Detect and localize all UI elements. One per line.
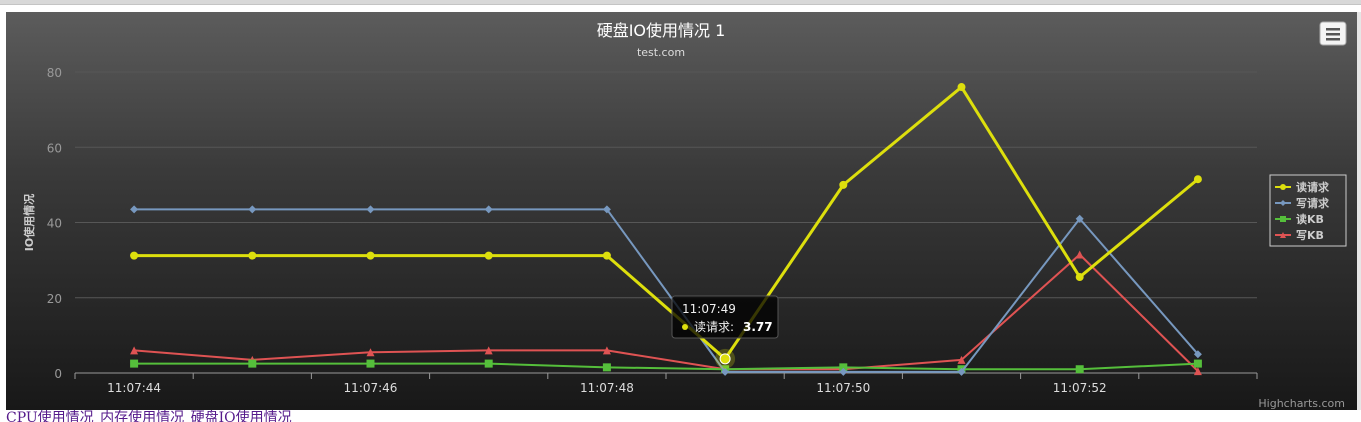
menu-icon: [1326, 38, 1340, 41]
legend-marker: [1280, 232, 1286, 238]
footer-nav: CPU使用情况 内存使用情况 硬盘IO使用情况: [6, 410, 294, 422]
data-point: [1075, 365, 1084, 374]
legend-item[interactable]: 写KB: [1296, 229, 1324, 242]
data-point: [366, 205, 375, 214]
tooltip-series-dot: [682, 324, 688, 330]
hover-point: [719, 353, 731, 365]
data-point: [602, 251, 611, 260]
series-line: [134, 362, 1198, 371]
chart-subtitle: test.com: [637, 46, 685, 59]
data-point: [839, 363, 848, 372]
y-tick-label: 40: [47, 217, 62, 231]
series-line: [134, 208, 1199, 373]
tooltip-label: 读请求:: [694, 320, 734, 334]
page-top-border: [0, 0, 1361, 5]
tooltip-box: [671, 295, 779, 339]
y-tick-label: 0: [54, 367, 62, 381]
data-point: [484, 251, 493, 260]
data-point: [130, 359, 139, 368]
legend-marker: [1280, 184, 1286, 190]
chart-title: 硬盘IO使用情况 1: [597, 21, 726, 40]
data-point: [366, 359, 375, 368]
menu-icon: [1326, 28, 1340, 31]
y-axis-title: IO使用情况: [22, 194, 36, 251]
data-point: [248, 359, 257, 368]
x-tick-label: 11:07:50: [816, 381, 870, 395]
line-chart: 0 20 40 60 80 11:07:44 11:07:46 11:07:48 11:07:5…: [22, 21, 1347, 410]
data-point: [248, 205, 257, 214]
chart-container: 0 20 40 60 80 11:07:44 11:07:46 11:07:48 11:07:5…: [6, 12, 1357, 410]
data-point: [1193, 175, 1202, 184]
data-point: [366, 348, 375, 357]
data-point: [1193, 367, 1202, 376]
data-point: [1193, 350, 1202, 359]
data-point: [957, 367, 966, 376]
scrollbar-edge[interactable]: [1357, 12, 1361, 410]
data-point: [130, 346, 139, 355]
x-tick-label: 11:07:52: [1053, 381, 1107, 395]
legend-box: [1269, 174, 1347, 247]
series-line: [134, 253, 1199, 372]
data-point: [721, 367, 730, 376]
series-line: [134, 85, 1199, 361]
link-disk-io-usage[interactable]: 硬盘IO使用情况: [190, 410, 292, 422]
data-point: [248, 251, 257, 260]
data-point: [1075, 273, 1084, 282]
legend-item[interactable]: 读KB: [1296, 212, 1324, 226]
data-point: [1193, 359, 1202, 368]
credits-link[interactable]: Highcharts.com: [1258, 397, 1345, 410]
y-tick-label: 80: [47, 66, 62, 80]
data-point: [484, 205, 493, 214]
data-point: [1075, 214, 1084, 223]
data-point: [602, 205, 611, 214]
link-memory-usage[interactable]: 内存使用情况: [100, 410, 185, 422]
x-tick-label: 11:07:44: [107, 381, 161, 395]
data-point: [484, 346, 493, 355]
data-point: [130, 205, 139, 214]
data-point: [602, 346, 611, 355]
legend-marker: [1280, 216, 1286, 222]
y-tick-label: 20: [47, 292, 62, 306]
x-tick-label: 11:07:48: [580, 381, 634, 395]
y-tick-label: 60: [47, 141, 62, 155]
data-point: [957, 83, 966, 92]
legend-item[interactable]: 读请求: [1296, 180, 1330, 194]
x-tick-label: 11:07:46: [344, 381, 398, 395]
data-point: [130, 251, 139, 260]
data-point: [484, 359, 493, 368]
menu-icon: [1326, 33, 1340, 36]
data-point: [839, 180, 848, 189]
data-point: [839, 367, 848, 376]
tooltip-value: 3.77: [743, 320, 773, 334]
data-point: [1075, 250, 1084, 259]
legend-item[interactable]: 写请求: [1296, 196, 1330, 210]
legend-marker: [1280, 200, 1286, 206]
data-point: [366, 251, 375, 260]
tooltip-header: 11:07:49: [682, 302, 736, 316]
data-point: [957, 355, 966, 364]
link-cpu-usage[interactable]: CPU使用情况: [6, 410, 94, 422]
data-point: [602, 363, 611, 372]
